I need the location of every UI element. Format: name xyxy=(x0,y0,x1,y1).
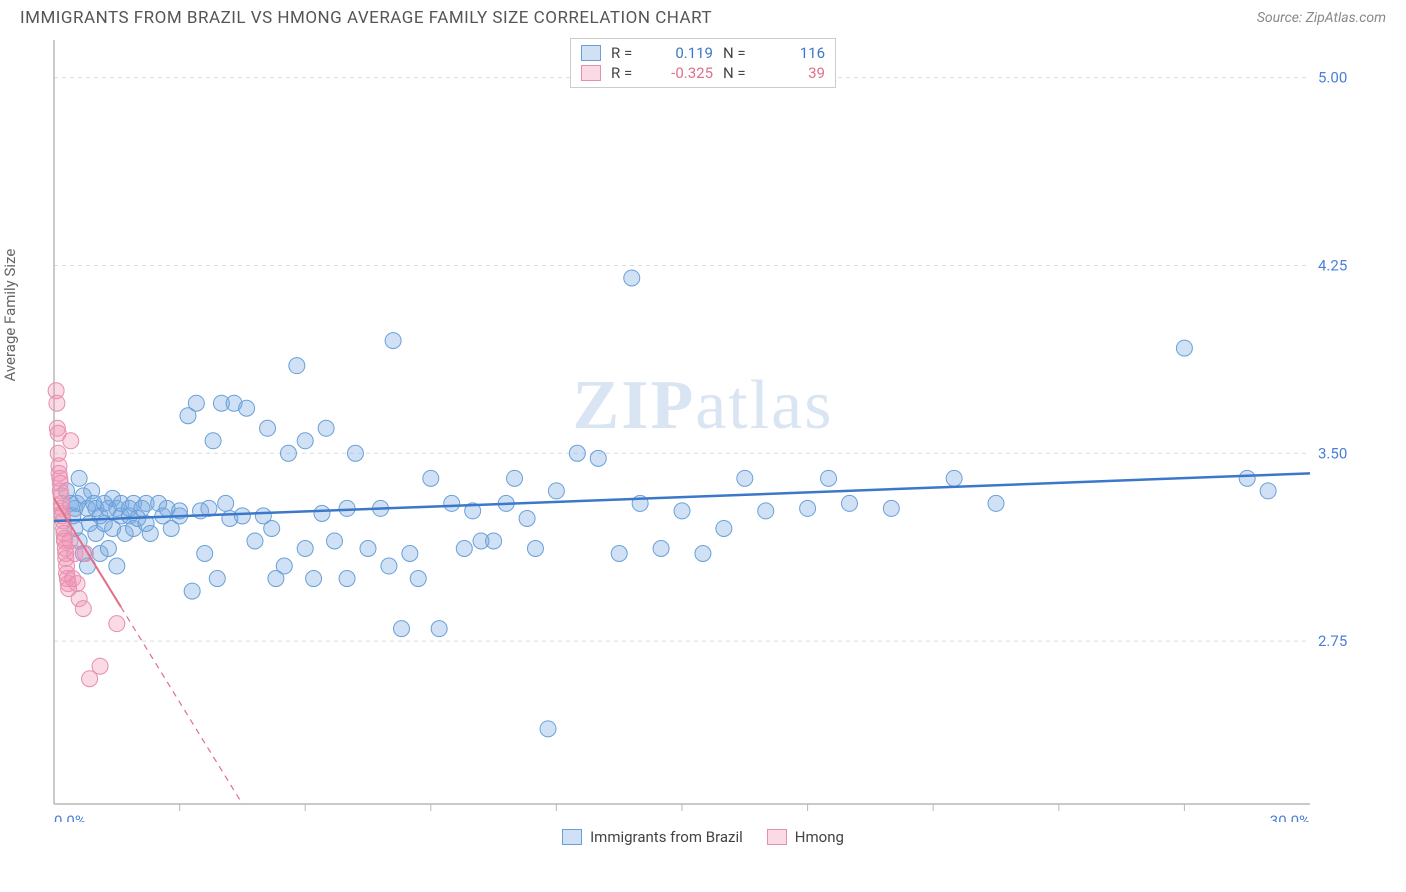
series-legend: Immigrants from Brazil Hmong xyxy=(20,828,1386,846)
svg-text:3.50: 3.50 xyxy=(1318,444,1347,462)
scatter-chart: 2.75 3.50 4.25 5.00 0.0% 30.0% xyxy=(20,32,1350,822)
r-value-brazil: 0.119 xyxy=(653,44,713,62)
chart-title: IMMIGRANTS FROM BRAZIL VS HMONG AVERAGE … xyxy=(20,8,712,28)
chart-header: IMMIGRANTS FROM BRAZIL VS HMONG AVERAGE … xyxy=(0,0,1406,32)
swatch-brazil-icon xyxy=(562,829,582,845)
y-axis-label: Average Family Size xyxy=(1,249,19,382)
n-value-brazil: 116 xyxy=(765,44,825,62)
legend-row-brazil: R = 0.119 N = 116 xyxy=(581,43,825,63)
n-value-hmong: 39 xyxy=(765,64,825,82)
chart-container: Average Family Size ZIPatlas R = 0.119 N… xyxy=(20,32,1386,846)
svg-text:5.00: 5.00 xyxy=(1318,69,1347,87)
legend-item-hmong: Hmong xyxy=(767,828,844,846)
swatch-hmong xyxy=(581,65,601,81)
svg-text:4.25: 4.25 xyxy=(1318,256,1347,274)
svg-text:30.0%: 30.0% xyxy=(1270,812,1310,822)
svg-text:2.75: 2.75 xyxy=(1318,632,1347,650)
legend-row-hmong: R = -0.325 N = 39 xyxy=(581,63,825,83)
legend-item-brazil: Immigrants from Brazil xyxy=(562,828,743,846)
r-value-hmong: -0.325 xyxy=(653,64,713,82)
chart-source: Source: ZipAtlas.com xyxy=(1257,10,1386,26)
swatch-hmong-icon xyxy=(767,829,787,845)
correlation-legend: R = 0.119 N = 116 R = -0.325 N = 39 xyxy=(570,38,836,88)
swatch-brazil xyxy=(581,45,601,61)
svg-text:0.0%: 0.0% xyxy=(54,812,86,822)
